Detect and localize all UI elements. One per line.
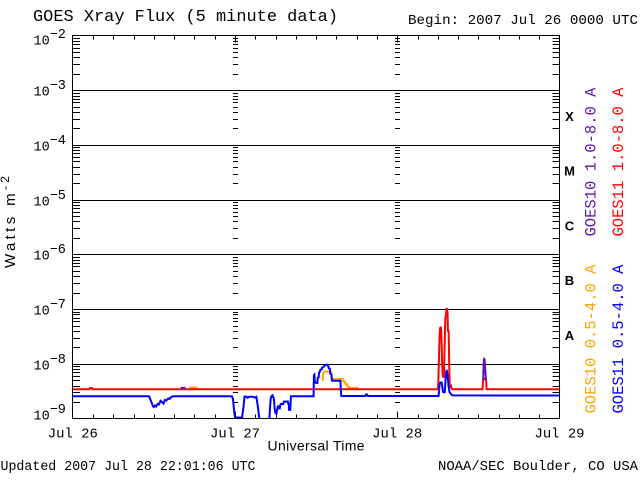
svg-text:GOES11 1.0-8.0 A: GOES11 1.0-8.0 A <box>610 87 628 237</box>
svg-text:NOAA/SEC Boulder, CO USA: NOAA/SEC Boulder, CO USA <box>438 460 639 475</box>
svg-text:Updated 2007 Jul 28 22:01:06 U: Updated 2007 Jul 28 22:01:06 UTC <box>1 460 256 475</box>
svg-text:Watts m-2: Watts m-2 <box>0 176 19 268</box>
svg-text:C: C <box>565 218 575 233</box>
svg-text:GOES11 0.5-4.0 A: GOES11 0.5-4.0 A <box>610 264 628 414</box>
svg-text:X: X <box>565 109 574 124</box>
svg-text:GOES Xray Flux (5 minute data): GOES Xray Flux (5 minute data) <box>33 8 338 27</box>
svg-text:Jul 28: Jul 28 <box>372 428 422 443</box>
svg-text:M: M <box>564 164 575 179</box>
svg-text:Jul 26: Jul 26 <box>48 428 98 443</box>
svg-text:Jul 27: Jul 27 <box>210 428 260 443</box>
svg-text:Begin: 2007 Jul 26 0000 UTC: Begin: 2007 Jul 26 0000 UTC <box>408 14 638 29</box>
svg-text:GOES10 1.0-8.0 A: GOES10 1.0-8.0 A <box>583 87 601 237</box>
svg-text:Jul 29: Jul 29 <box>535 428 585 443</box>
svg-text:B: B <box>565 273 574 288</box>
svg-text:A: A <box>565 328 575 343</box>
svg-text:Universal Time: Universal Time <box>268 438 365 454</box>
svg-text:GOES10 0.5-4.0 A: GOES10 0.5-4.0 A <box>583 264 601 414</box>
